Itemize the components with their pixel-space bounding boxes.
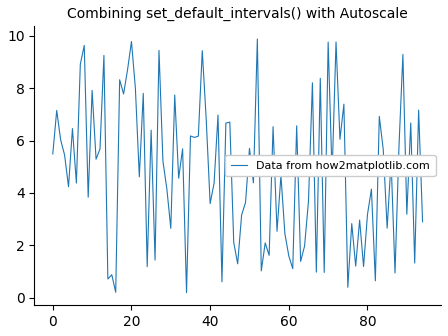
Data from how2matplotlib.com bbox=[66, 185, 71, 189]
Line: Data from how2matplotlib.com: Data from how2matplotlib.com bbox=[53, 39, 422, 293]
Data from how2matplotlib.com bbox=[254, 37, 260, 41]
Data from how2matplotlib.com bbox=[50, 152, 56, 156]
Data from how2matplotlib.com bbox=[310, 81, 315, 85]
Data from how2matplotlib.com bbox=[318, 76, 323, 80]
Data from how2matplotlib.com bbox=[184, 291, 189, 295]
Data from how2matplotlib.com bbox=[329, 173, 335, 177]
Data from how2matplotlib.com bbox=[117, 78, 122, 82]
Title: Combining set_default_intervals() with Autoscale: Combining set_default_intervals() with A… bbox=[67, 7, 408, 21]
Data from how2matplotlib.com bbox=[420, 220, 425, 224]
Legend: Data from how2matplotlib.com: Data from how2matplotlib.com bbox=[225, 155, 435, 176]
Data from how2matplotlib.com bbox=[333, 40, 339, 44]
